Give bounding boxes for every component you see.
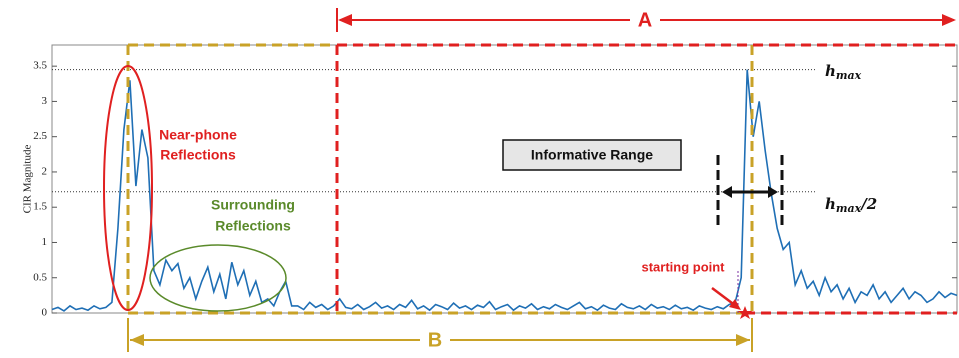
surround-label: Reflections bbox=[215, 218, 291, 234]
b-head bbox=[130, 334, 144, 346]
y-tick-label: 1 bbox=[42, 236, 48, 248]
start-star bbox=[738, 306, 752, 319]
ref-label: hmax/2 bbox=[825, 195, 877, 215]
y-tick-label: 1.5 bbox=[33, 201, 47, 213]
y-tick-label: 0 bbox=[42, 307, 48, 319]
start-head bbox=[729, 299, 741, 310]
near-label: Reflections bbox=[160, 147, 236, 163]
near-ellipse bbox=[103, 65, 153, 311]
y-tick-label: 3 bbox=[42, 95, 48, 107]
start-label: starting point bbox=[641, 259, 725, 274]
b-label: B bbox=[428, 329, 442, 351]
surround-ellipse bbox=[149, 244, 287, 312]
cir-line bbox=[51, 69, 958, 312]
near-label: Near-phone bbox=[159, 127, 237, 143]
b-bg bbox=[420, 330, 450, 350]
a-bg bbox=[630, 10, 660, 30]
b-head bbox=[736, 334, 750, 346]
width-head bbox=[768, 186, 778, 198]
y-axis-label: CIR Magnitude bbox=[22, 145, 34, 214]
y-tick-label: 3.5 bbox=[33, 60, 47, 72]
plot bbox=[51, 69, 958, 312]
y-tick-label: 2.5 bbox=[33, 130, 47, 142]
informative-label: Informative Range bbox=[531, 147, 653, 163]
width-head bbox=[722, 186, 732, 198]
ref-lines bbox=[52, 65, 957, 314]
a-head bbox=[942, 14, 956, 26]
plot-frame bbox=[51, 44, 958, 314]
y-tick-label: 0.5 bbox=[33, 271, 47, 283]
a-label: A bbox=[638, 9, 652, 31]
informative-box bbox=[502, 139, 682, 171]
a-head bbox=[338, 14, 352, 26]
y-tick-label: 2 bbox=[42, 165, 48, 177]
surround-label: Surrounding bbox=[211, 197, 295, 213]
ref-label: hmax bbox=[825, 62, 862, 82]
